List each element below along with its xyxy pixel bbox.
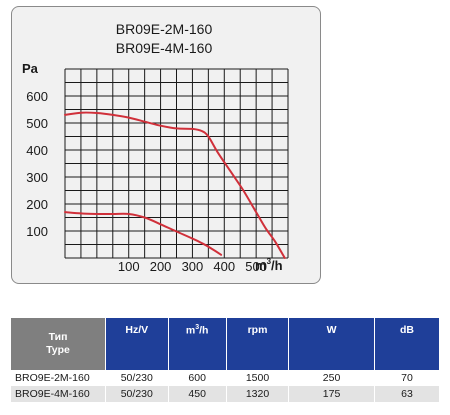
header-w: W: [288, 318, 375, 370]
header-rpm: rpm: [226, 318, 290, 370]
tick-labels: 100 200 300 400 500 600 100 200 300 400 500: [26, 89, 267, 274]
header-flow-base: m: [185, 324, 196, 337]
series-line-2: [64, 211, 223, 256]
header-type-en: Type: [46, 344, 70, 356]
cell-rpm: 1500: [226, 370, 290, 386]
header-flow-exponent: 3: [195, 324, 200, 331]
cell-rpm: 1320: [226, 386, 290, 402]
y-tick-label: 400: [26, 143, 48, 158]
header-type: Тип Type: [11, 318, 107, 370]
cell-flow: 600: [168, 370, 227, 386]
cell-w: 250: [288, 370, 375, 386]
spec-table: Тип Type Hz/V m3/h rpm W dB BRO9E-2M-160…: [11, 318, 439, 402]
header-type-ru: Тип: [48, 331, 68, 343]
y-tick-label: 200: [26, 197, 48, 212]
cell-hz-v: 50/230: [105, 370, 169, 386]
x-axis-label: m3/h: [255, 257, 283, 273]
y-axis-label: Pa: [22, 61, 39, 76]
x-tick-label: 100: [118, 259, 140, 274]
chart-title-line-1: BR09E-2M-160: [116, 21, 213, 37]
cell-db: 70: [374, 370, 439, 386]
cell-flow: 450: [168, 386, 227, 402]
x-axis-label-tail: /h: [271, 258, 283, 273]
grid-lines: [64, 68, 289, 259]
header-hz-v: Hz/V: [105, 318, 169, 370]
table-row: BRO9E-2M-160 50/230 600 1500 250 70: [11, 370, 439, 386]
cell-db: 63: [374, 386, 439, 402]
x-axis-label-base: m: [255, 258, 267, 273]
series-lines: [64, 111, 286, 259]
cell-w: 175: [288, 386, 375, 402]
fan-curve-chart: BR09E-2M-160 BR09E-4M-160 Pa 100 200 300 40…: [22, 21, 289, 274]
x-tick-label: 500: [245, 259, 267, 274]
x-tick-label: 400: [213, 259, 235, 274]
x-tick-label: 300: [182, 259, 204, 274]
x-tick-label: 200: [150, 259, 172, 274]
series-line-1: [64, 111, 286, 259]
table-header-row: Тип Type Hz/V m3/h rpm W dB: [11, 318, 439, 370]
x-axis-label-exponent: 3: [267, 257, 272, 266]
header-flow-tail: /h: [199, 324, 209, 337]
cell-model: BRO9E-4M-160: [11, 386, 107, 402]
chart-title-line-2: BR09E-4M-160: [116, 40, 213, 56]
cell-model: BRO9E-2M-160: [11, 370, 107, 386]
chart-panel: BR09E-2M-160 BR09E-4M-160 Pa 100 200 300 40…: [11, 6, 321, 284]
header-flow: m3/h: [168, 318, 227, 370]
header-db: dB: [374, 318, 439, 370]
table-row: BRO9E-4M-160 50/230 450 1320 175 63: [11, 386, 439, 402]
y-tick-label: 100: [26, 224, 48, 239]
cell-hz-v: 50/230: [105, 386, 169, 402]
y-tick-label: 600: [26, 89, 48, 104]
y-tick-label: 500: [26, 116, 48, 131]
y-tick-label: 300: [26, 170, 48, 185]
